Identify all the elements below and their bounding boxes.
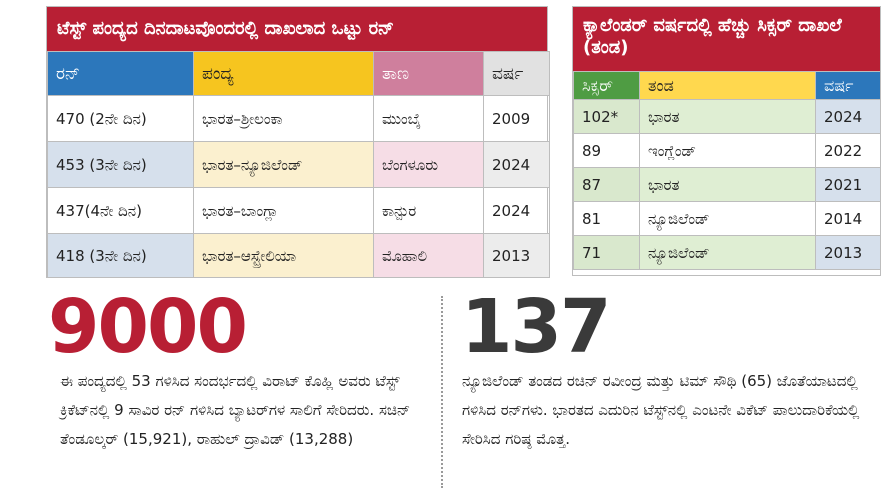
cell-year: 2013 bbox=[483, 233, 550, 278]
cell-runs: 437(4ನೇ ದಿನ) bbox=[47, 187, 194, 234]
col-header-runs: ರನ್ bbox=[47, 51, 194, 96]
col-header-year: ವರ್ಷ bbox=[815, 71, 881, 100]
col-header-match: ಪಂದ್ಯ bbox=[193, 51, 374, 96]
cell-match: ಭಾರತ–ಆಸ್ಟ್ರೇಲಿಯಾ bbox=[193, 233, 374, 278]
table-header-row: ಸಿಕ್ಸರ್ ತಂಡ ವರ್ಷ bbox=[573, 71, 881, 100]
stat-number-9000: 9000 bbox=[48, 284, 248, 370]
cell-year: 2024 bbox=[815, 99, 881, 134]
table-row: 470 (2ನೇ ದಿನ) ಭಾರತ–ಶ್ರೀಲಂಕಾ ಮುಂಬೈ 2009 bbox=[47, 95, 550, 142]
cell-match: ಭಾರತ–ಬಾಂಗ್ಲಾ bbox=[193, 187, 374, 234]
cell-year: 2022 bbox=[815, 133, 881, 168]
table-row: 453 (3ನೇ ದಿನ) ಭಾರತ–ನ್ಯೂಜಿಲೆಂಡ್ ಬೆಂಗಳೂರು … bbox=[47, 141, 550, 188]
table-row: 418 (3ನೇ ದಿನ) ಭಾರತ–ಆಸ್ಟ್ರೇಲಿಯಾ ಮೊಹಾಲಿ 20… bbox=[47, 233, 550, 278]
cell-team: ಇಂಗ್ಲೆಂಡ್ bbox=[639, 133, 816, 168]
highest-day-runs-table: ಟೆಸ್ಟ್ ಪಂದ್ಯದ ದಿನದಾಟವೊಂದರಲ್ಲಿ ದಾಖಲಾದ ಒಟ್… bbox=[46, 6, 550, 278]
cell-match: ಭಾರತ–ಶ್ರೀಲಂಕಾ bbox=[193, 95, 374, 142]
table-row: 71 ನ್ಯೂಜಿಲೆಂಡ್ 2013 bbox=[573, 235, 881, 270]
most-sixes-grid: ಸಿಕ್ಸರ್ ತಂಡ ವರ್ಷ 102* ಭಾರತ 2024 89 ಇಂಗ್ಲ… bbox=[573, 71, 881, 270]
table-row: 102* ಭಾರತ 2024 bbox=[573, 99, 881, 134]
cell-sixes: 89 bbox=[573, 133, 640, 168]
highest-day-runs-grid: ರನ್ ಪಂದ್ಯ ತಾಣ ವರ್ಷ 470 (2ನೇ ದಿನ) ಭಾರತ–ಶ್… bbox=[47, 51, 550, 278]
cell-team: ನ್ಯೂಜಿಲೆಂಡ್ bbox=[639, 201, 816, 236]
cell-sixes: 71 bbox=[573, 235, 640, 270]
stat-caption-left: ಈ ಪಂದ್ಯದಲ್ಲಿ 53 ಗಳಿಸಿದ ಸಂದರ್ಭದಲ್ಲಿ ವಿರಾಟ… bbox=[60, 372, 411, 448]
cell-runs: 470 (2ನೇ ದಿನ) bbox=[47, 95, 194, 142]
cell-team: ಭಾರತ bbox=[639, 99, 816, 134]
cell-venue: ಮೊಹಾಲಿ bbox=[373, 233, 484, 278]
cell-year: 2024 bbox=[483, 141, 550, 188]
table-row: 81 ನ್ಯೂಜಿಲೆಂಡ್ 2014 bbox=[573, 201, 881, 236]
cell-sixes: 81 bbox=[573, 201, 640, 236]
col-header-team: ತಂಡ bbox=[639, 71, 816, 100]
most-sixes-title: ಕ್ಯಾಲೆಂಡರ್ ವರ್ಷದಲ್ಲಿ ಹೆಚ್ಚು ಸಿಕ್ಸರ್ ದಾಖಲ… bbox=[573, 7, 880, 71]
cell-team: ನ್ಯೂಜಿಲೆಂಡ್ bbox=[639, 235, 816, 270]
vertical-divider bbox=[441, 296, 443, 488]
cell-sixes: 87 bbox=[573, 167, 640, 202]
cell-venue: ಮುಂಬೈ bbox=[373, 95, 484, 142]
highest-day-runs-title: ಟೆಸ್ಟ್ ಪಂದ್ಯದ ದಿನದಾಟವೊಂದರಲ್ಲಿ ದಾಖಲಾದ ಒಟ್… bbox=[47, 7, 547, 51]
table-row: 89 ಇಂಗ್ಲೆಂಡ್ 2022 bbox=[573, 133, 881, 168]
cell-venue: ಬೆಂಗಳೂರು bbox=[373, 141, 484, 188]
cell-venue: ಕಾನ್ಪುರ bbox=[373, 187, 484, 234]
table-row: 437(4ನೇ ದಿನ) ಭಾರತ–ಬಾಂಗ್ಲಾ ಕಾನ್ಪುರ 2024 bbox=[47, 187, 550, 234]
cell-runs: 418 (3ನೇ ದಿನ) bbox=[47, 233, 194, 278]
cell-year: 2009 bbox=[483, 95, 550, 142]
cell-year: 2021 bbox=[815, 167, 881, 202]
cell-sixes: 102* bbox=[573, 99, 640, 134]
col-header-year: ವರ್ಷ bbox=[483, 51, 550, 96]
table-row: 87 ಭಾರತ 2021 bbox=[573, 167, 881, 202]
cell-team: ಭಾರತ bbox=[639, 167, 816, 202]
cell-year: 2024 bbox=[483, 187, 550, 234]
col-header-sixes: ಸಿಕ್ಸರ್ bbox=[573, 71, 640, 100]
stat-number-137: 137 bbox=[461, 284, 611, 370]
most-sixes-table: ಕ್ಯಾಲೆಂಡರ್ ವರ್ಷದಲ್ಲಿ ಹೆಚ್ಚು ಸಿಕ್ಸರ್ ದಾಖಲ… bbox=[572, 6, 881, 276]
cell-runs: 453 (3ನೇ ದಿನ) bbox=[47, 141, 194, 188]
cell-year: 2013 bbox=[815, 235, 881, 270]
cell-year: 2014 bbox=[815, 201, 881, 236]
stat-caption-right: ನ್ಯೂಜಿಲೆಂಡ್ ತಂಡದ ರಚಿನ್ ರವೀಂದ್ರ ಮತ್ತು ಟಿಮ… bbox=[462, 372, 860, 448]
col-header-venue: ತಾಣ bbox=[373, 51, 484, 96]
cell-match: ಭಾರತ–ನ್ಯೂಜಿಲೆಂಡ್ bbox=[193, 141, 374, 188]
table-header-row: ರನ್ ಪಂದ್ಯ ತಾಣ ವರ್ಷ bbox=[47, 51, 550, 96]
